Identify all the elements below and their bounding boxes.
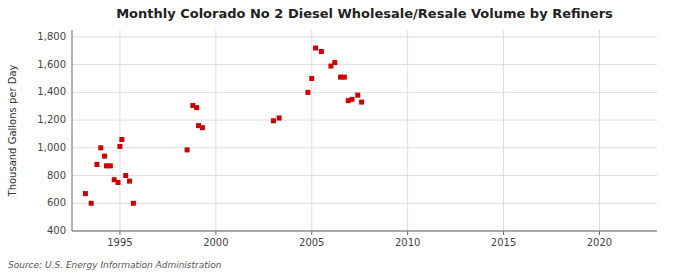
y-grid-line xyxy=(72,231,657,232)
y-axis-label: Thousand Gallons per Day xyxy=(7,64,18,197)
source-note: Source: U.S. Energy Information Administ… xyxy=(8,260,222,270)
x-tick xyxy=(599,231,600,235)
y-grid-line xyxy=(72,175,657,176)
points xyxy=(83,46,364,206)
x-axis-line xyxy=(72,231,657,232)
y-tick-label: 1,400 xyxy=(37,86,66,97)
y-grid-line xyxy=(72,64,657,65)
y-tick-label: 400 xyxy=(47,225,66,236)
y-grid-line xyxy=(72,92,657,93)
point xyxy=(98,145,103,150)
x-tick-label: 2000 xyxy=(203,237,228,248)
y-grid-line xyxy=(72,120,657,121)
point xyxy=(313,46,318,51)
x-tick xyxy=(503,231,504,235)
point xyxy=(277,116,282,121)
x-grid-line xyxy=(215,30,216,231)
point xyxy=(319,49,324,54)
point xyxy=(131,201,136,206)
title: Monthly Colorado No 2 Diesel Wholesale/R… xyxy=(116,6,613,21)
x-tick-label: 1995 xyxy=(107,237,132,248)
point xyxy=(342,75,347,80)
point xyxy=(305,90,310,95)
x-tick xyxy=(407,231,408,235)
x-grid-line xyxy=(407,30,408,231)
chart: 400 600 800 1,000 1,200 1,400 1,600 1,800 1995 20… xyxy=(0,0,675,275)
axes: 400 600 800 1,000 1,200 1,400 1,600 1,800 1995 20… xyxy=(37,30,657,248)
point xyxy=(185,147,190,152)
point xyxy=(108,163,113,168)
point xyxy=(309,76,314,81)
point xyxy=(332,60,337,65)
y-tick-label: 1,200 xyxy=(37,114,66,125)
point xyxy=(123,173,128,178)
x-grid-line xyxy=(311,30,312,231)
y-tick-label: 1,600 xyxy=(37,59,66,70)
y-tick-label: 1,800 xyxy=(37,31,66,42)
point xyxy=(83,191,88,196)
x-tick xyxy=(119,231,120,235)
y-tick-label: 800 xyxy=(47,170,66,181)
point xyxy=(119,137,124,142)
point xyxy=(94,162,99,167)
point xyxy=(359,100,364,105)
x-tick xyxy=(215,231,216,235)
point xyxy=(127,179,132,184)
point xyxy=(116,180,121,185)
x-tick-label: 2010 xyxy=(395,237,420,248)
x-tick-label: 2020 xyxy=(587,237,612,248)
grid xyxy=(72,30,657,231)
y-axis-line xyxy=(72,30,73,231)
point xyxy=(194,105,199,110)
y-tick-label: 1,000 xyxy=(37,142,66,153)
point xyxy=(117,144,122,149)
x-grid-line xyxy=(119,30,120,231)
y-tick-label: 600 xyxy=(47,197,66,208)
y-grid-line xyxy=(72,203,657,204)
point xyxy=(271,118,276,123)
x-grid-line xyxy=(503,30,504,231)
point xyxy=(102,154,107,159)
x-tick-label: 2015 xyxy=(491,237,516,248)
x-tick xyxy=(311,231,312,235)
y-grid-line xyxy=(72,36,657,37)
x-grid-line xyxy=(599,30,600,231)
point xyxy=(355,93,360,98)
x-tick-label: 2005 xyxy=(299,237,324,248)
point xyxy=(350,97,355,102)
point xyxy=(200,125,205,130)
y-grid-line xyxy=(72,147,657,148)
point xyxy=(89,201,94,206)
